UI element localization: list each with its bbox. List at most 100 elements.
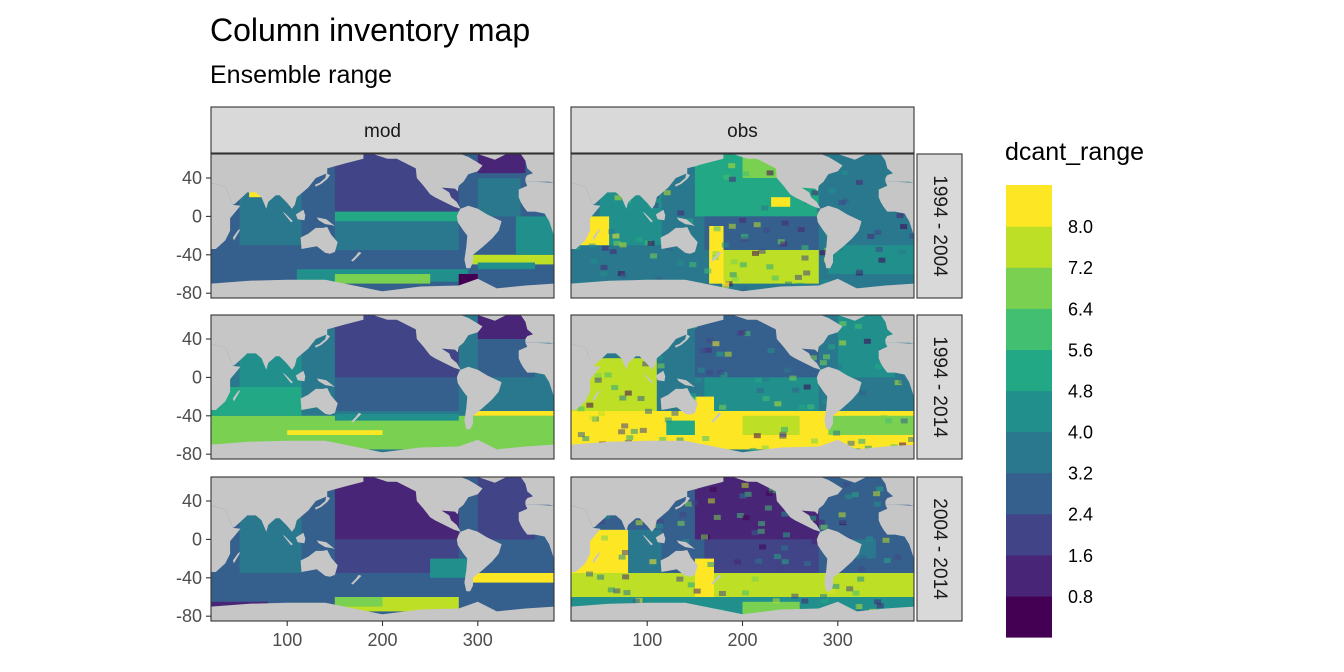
ocean-speckle <box>835 364 843 370</box>
ocean-speckle <box>862 558 870 564</box>
strip-label-obs: obs <box>727 121 758 142</box>
ocean-speckle <box>801 598 809 604</box>
legend-label: 0.8 <box>1068 587 1093 607</box>
ocean-tile <box>334 413 459 421</box>
ocean-speckle <box>820 279 828 285</box>
ocean-speckle <box>807 404 815 410</box>
panel-obs-row-1 <box>570 153 915 299</box>
ocean-tile <box>694 396 714 450</box>
landmass-eurasia <box>571 477 724 532</box>
ocean-speckle <box>677 260 684 266</box>
ocean-tile <box>334 377 459 411</box>
ocean-speckle <box>736 330 744 336</box>
ocean-speckle <box>845 494 853 500</box>
ocean-speckle <box>775 560 783 566</box>
ocean-speckle <box>821 598 829 604</box>
ocean-tile <box>477 262 535 270</box>
ocean-speckle <box>741 236 749 242</box>
ocean-speckle <box>819 360 827 366</box>
ocean-speckle <box>730 259 738 265</box>
landmass-borneo <box>295 209 306 221</box>
ocean-speckle <box>828 344 836 350</box>
landmass-northamerica <box>733 477 843 532</box>
ocean-speckle <box>716 501 724 507</box>
landmass-newguinea <box>316 540 335 549</box>
ocean-speckle <box>859 555 867 561</box>
landmass-africa2 <box>518 504 554 559</box>
ocean-speckle <box>655 355 663 361</box>
legend-label: 6.4 <box>1068 299 1093 319</box>
legend-label: 8.0 <box>1068 217 1093 237</box>
landmass-nz <box>711 412 722 423</box>
landmass-africa <box>211 182 241 249</box>
ocean-speckle <box>863 324 871 330</box>
landmass-nz <box>351 574 362 585</box>
x-tick-label: 100 <box>272 630 302 650</box>
ocean-speckle <box>755 558 763 564</box>
ocean-speckle <box>728 176 736 182</box>
ocean-speckle <box>879 279 887 285</box>
ocean-speckle <box>786 561 793 567</box>
landmass-greenland <box>837 477 867 483</box>
ocean-speckle <box>858 566 866 572</box>
ocean-speckle <box>839 518 847 524</box>
ocean-speckle <box>900 418 908 424</box>
ocean-speckle <box>763 227 771 233</box>
landmass-australia <box>660 227 698 254</box>
ocean-speckle <box>860 396 868 402</box>
ocean-speckle <box>791 593 799 599</box>
x-tick-label: 300 <box>463 630 493 650</box>
legend-labels: 0.8 1.6 2.4 3.2 4.0 4.8 5.6 6.4 7.2 8.0 <box>1068 217 1093 607</box>
landmass-borneo <box>655 209 666 221</box>
ocean-speckle <box>819 250 827 256</box>
ocean-speckle <box>896 213 904 219</box>
ocean-speckle <box>677 520 685 526</box>
ocean-speckle <box>635 520 643 526</box>
ocean-speckle <box>734 559 741 565</box>
ocean-speckle <box>766 170 774 176</box>
y-axes: 40 0 -40 -80 40 0 -40 -80 40 0 -40 -80 <box>176 168 211 626</box>
landmass-madagascar <box>232 228 240 241</box>
ocean-speckle <box>761 376 769 382</box>
strip-box-mod <box>210 106 555 154</box>
ocean-speckle <box>700 348 708 354</box>
legend-key <box>1006 308 1052 350</box>
panel-obs-row-2 <box>570 314 915 460</box>
ocean-speckle <box>855 179 863 185</box>
ocean-speckle <box>773 554 781 559</box>
ocean-speckle <box>811 190 819 196</box>
ocean-tile <box>287 430 383 435</box>
ocean-speckle <box>689 262 697 268</box>
ocean-speckle <box>855 269 863 275</box>
landmass-japan <box>314 173 331 187</box>
landmass-australia <box>300 550 338 577</box>
ocean-speckle <box>756 388 764 393</box>
ocean-speckle <box>752 250 759 256</box>
ocean-speckle <box>801 245 809 251</box>
chart-title: Column inventory map <box>210 12 530 48</box>
ocean-speckle <box>741 233 749 239</box>
ocean-speckle <box>758 248 766 254</box>
ocean-speckle <box>642 361 650 367</box>
ocean-tile <box>477 178 521 217</box>
ocean-speckle <box>588 243 596 249</box>
ocean-speckle <box>680 544 688 550</box>
ocean-speckle <box>749 447 757 453</box>
legend-label: 2.4 <box>1068 505 1093 525</box>
panel-border <box>210 153 555 299</box>
landmass-sumatra <box>642 211 653 223</box>
legend-label: 5.6 <box>1068 340 1093 360</box>
landmass-greenland <box>477 477 507 483</box>
ocean-speckle <box>851 492 859 498</box>
ocean-speckle <box>621 550 629 555</box>
ocean-speckle <box>722 283 729 289</box>
ocean-speckle <box>755 377 762 383</box>
ocean-speckle <box>843 482 851 488</box>
y-tick-label: 0 <box>192 206 202 226</box>
ocean-speckle <box>854 323 862 329</box>
ocean-speckle <box>601 245 609 251</box>
landmass-africa <box>211 505 241 572</box>
landmass-sumatra <box>642 372 653 384</box>
landmass-southamerica <box>456 205 502 269</box>
landmass-australia <box>660 550 698 577</box>
